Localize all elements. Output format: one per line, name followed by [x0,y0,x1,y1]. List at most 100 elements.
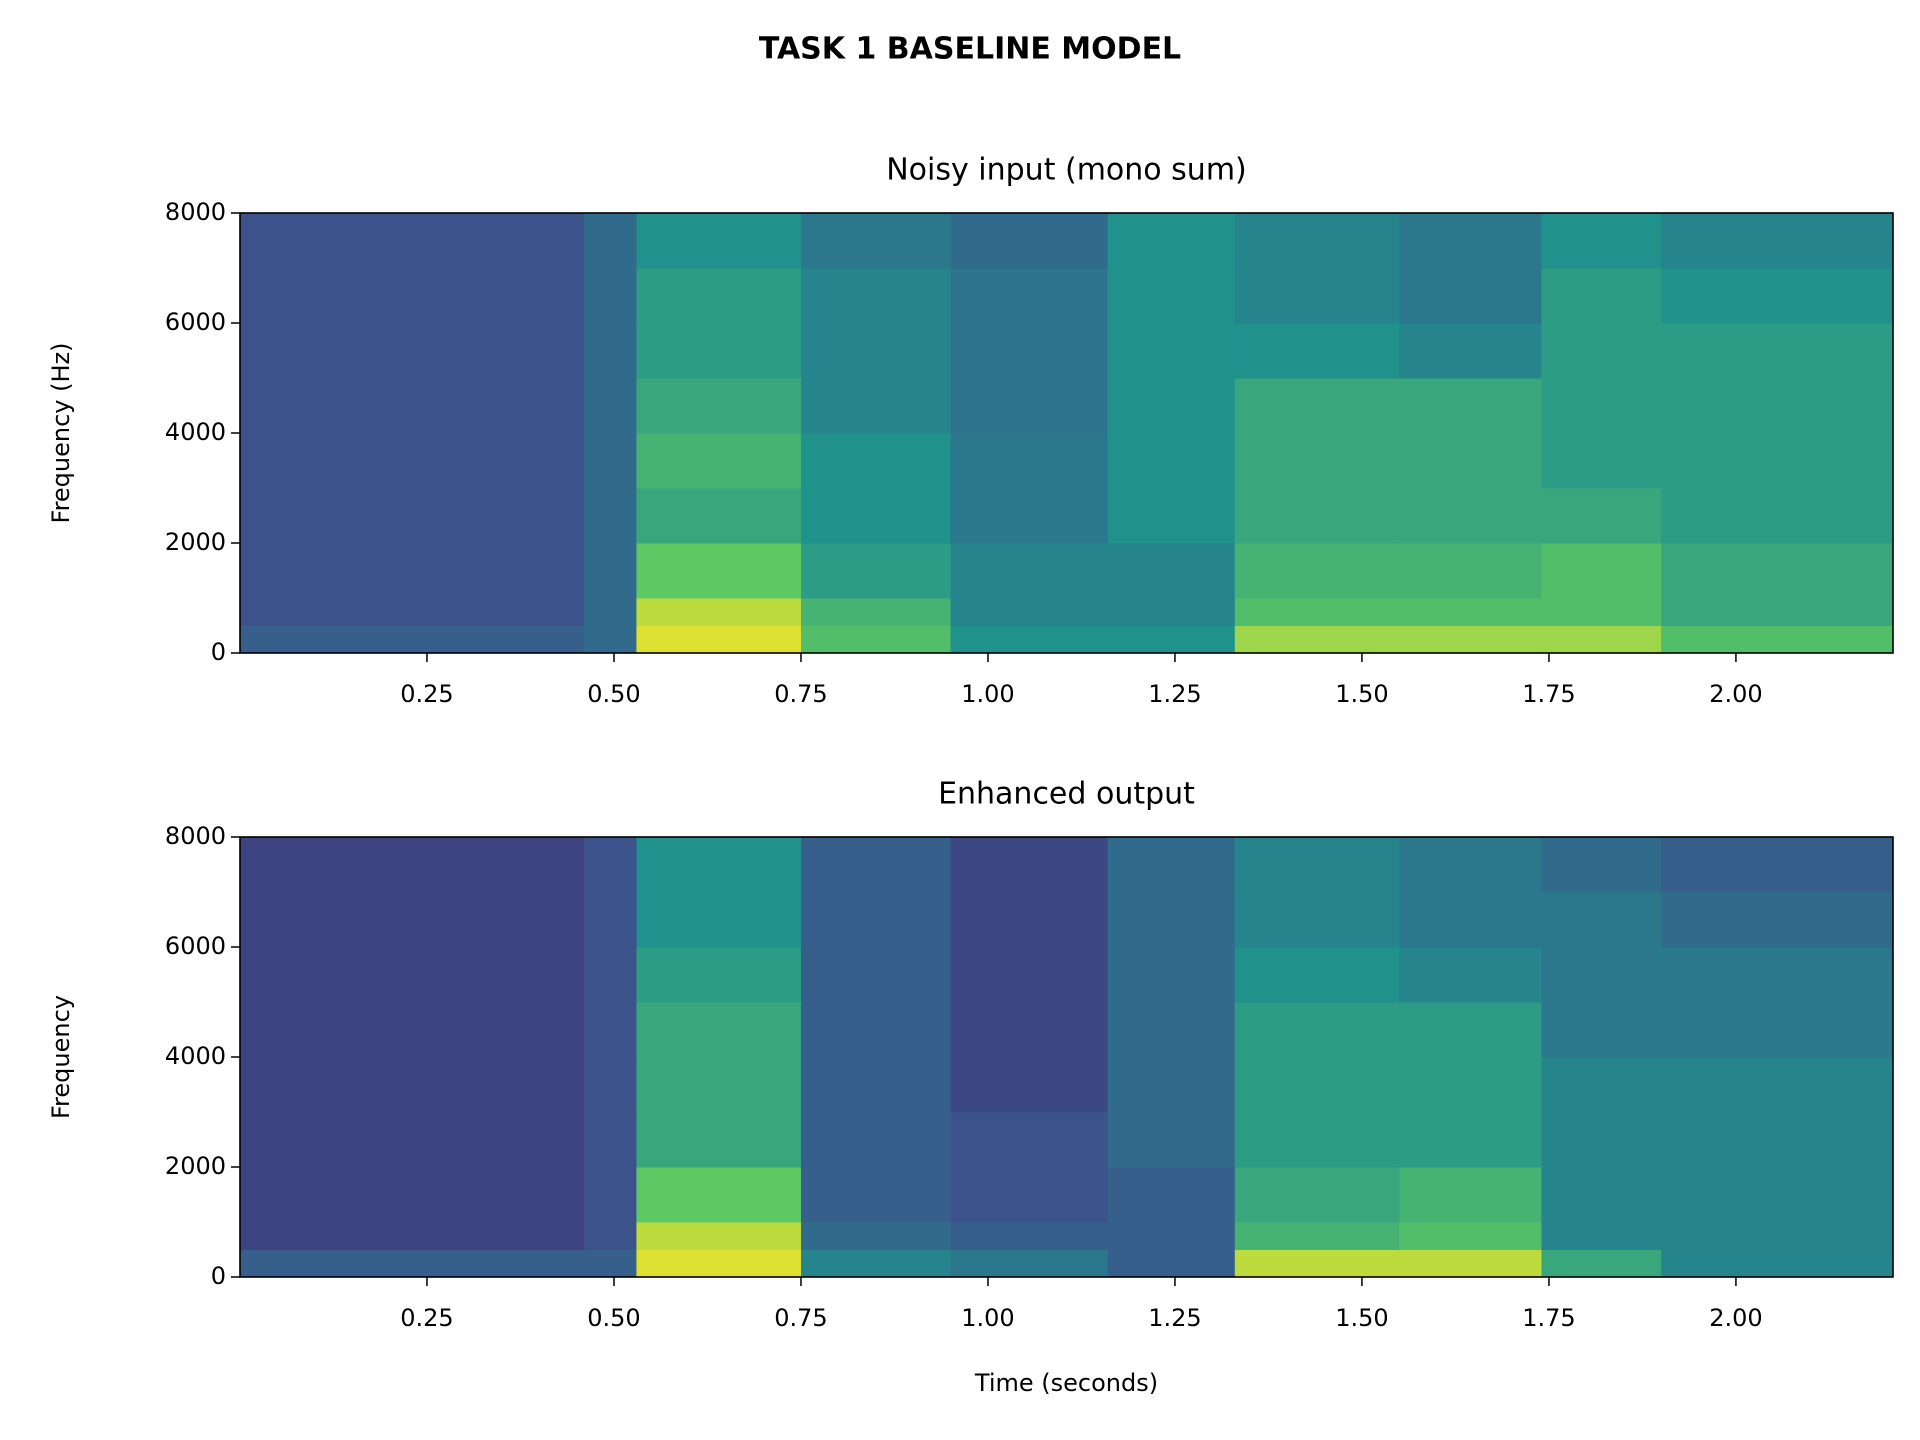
spectrogram-cell [240,378,585,434]
spectrogram-cell [1661,1249,1894,1278]
spectrogram-cell [1661,268,1894,324]
spectrogram-cell [1399,598,1542,626]
spectrogram-cell [584,543,637,599]
x-tick-label: 1.75 [1522,1304,1575,1332]
spectrogram-cell [636,323,802,379]
spectrogram-cell [584,1057,637,1113]
spectrogram-cell [636,1222,802,1250]
spectrogram-cell [1399,1112,1542,1168]
spectrogram-cell [1541,1222,1662,1250]
spectrogram-cell [584,1249,637,1278]
spectrogram-cell [240,625,585,654]
spectrogram-cell [1107,433,1236,489]
spectrogram-cell [240,598,585,626]
spectrogram-cell [950,625,1109,654]
x-tick-label: 1.00 [961,680,1014,708]
spectrogram-cell [636,1057,802,1113]
spectrogram-cell [1234,378,1400,434]
spectrogram-cell [950,543,1109,599]
spectrogram-cell [1541,213,1662,269]
y-tick-label: 8000 [165,822,226,850]
spectrogram-cell [1107,268,1236,324]
spectrogram-cell [636,1249,802,1278]
spectrogram-cell [240,1112,585,1168]
spectrogram-cell [1661,1057,1894,1113]
spectrogram-cell [950,892,1109,948]
spectrogram-cell [1107,1002,1236,1058]
spectrogram-cell [1661,947,1894,1003]
spectrogram-cell [1107,488,1236,544]
spectrogram-cell [1399,1222,1542,1250]
spectrogram-cell [1234,433,1400,489]
spectrogram-cell [584,1167,637,1223]
spectrogram-cell [1399,543,1542,599]
spectrogram-cell [240,1057,585,1113]
spectrogram-cell [1107,1112,1236,1168]
spectrogram-cell [1107,837,1236,893]
spectrogram-cell [584,1002,637,1058]
spectrogram-cell [800,947,952,1003]
spectrogram-cell [800,378,952,434]
y-tick-label: 2000 [165,528,226,556]
spectrogram-cell [1107,543,1236,599]
subplot-title: Noisy input (mono sum) [886,153,1247,188]
spectrogram-cell [584,378,637,434]
spectrogram-cell [1661,433,1894,489]
spectrogram-cell [240,1167,585,1223]
y-tick-label: 8000 [165,198,226,226]
spectrogram-cell [1661,1222,1894,1250]
spectrogram-cell [1107,892,1236,948]
spectrogram-cell [584,488,637,544]
spectrogram-cell [1107,947,1236,1003]
spectrogram-cell [1661,543,1894,599]
y-tick-label: 0 [211,1262,226,1290]
spectrogram-cell [1234,488,1400,544]
spectrogram-cell [1661,323,1894,379]
spectrogram-cell [1399,625,1542,654]
spectrogram-cell [636,268,802,324]
spectrogram-cell [636,213,802,269]
spectrogram-cell [584,268,637,324]
spectrogram-cell [636,543,802,599]
spectrogram-cell [636,947,802,1003]
spectrogram-cell [636,837,802,893]
spectrogram-cell [800,1002,952,1058]
spectrogram-cell [584,837,637,893]
spectrogram-cell [800,433,952,489]
spectrogram-cell [1107,1222,1236,1250]
spectrogram-cell [584,433,637,489]
x-tick-label: 0.50 [587,680,640,708]
spectrogram-cell [950,1112,1109,1168]
spectrogram-cell [1661,892,1894,948]
x-tick-label: 2.00 [1709,1304,1762,1332]
spectrogram-cell [240,892,585,948]
spectrogram-cell [1234,1249,1400,1278]
spectrogram-cell [584,323,637,379]
spectrogram-cell [950,1002,1109,1058]
spectrogram-cell [800,1112,952,1168]
x-tick-label: 1.25 [1148,1304,1201,1332]
spectrogram-cell [1661,378,1894,434]
x-tick-label: 0.75 [774,680,827,708]
spectrogram-cell [584,625,637,654]
y-tick-label: 4000 [165,418,226,446]
spectrogram-cell [240,837,585,893]
spectrogram-cell [1541,1057,1662,1113]
spectrogram-cell [1399,433,1542,489]
spectrogram-cell [1107,1167,1236,1223]
spectrogram-cell [1107,213,1236,269]
spectrogram-cell [1661,213,1894,269]
spectrogram-cell [584,213,637,269]
spectrogram-cell [950,1167,1109,1223]
spectrogram-cell [800,323,952,379]
spectrogram-cell [1541,488,1662,544]
spectrogram-cell [584,1222,637,1250]
spectrogram-cell [1661,625,1894,654]
x-tick-label: 1.25 [1148,680,1201,708]
spectrogram-cell [636,625,802,654]
spectrogram-cell [1399,213,1542,269]
spectrogram-cell [1107,1057,1236,1113]
spectrogram-cell [1541,268,1662,324]
subplot-title: Enhanced output [938,777,1195,812]
spectrogram-cell [636,1112,802,1168]
